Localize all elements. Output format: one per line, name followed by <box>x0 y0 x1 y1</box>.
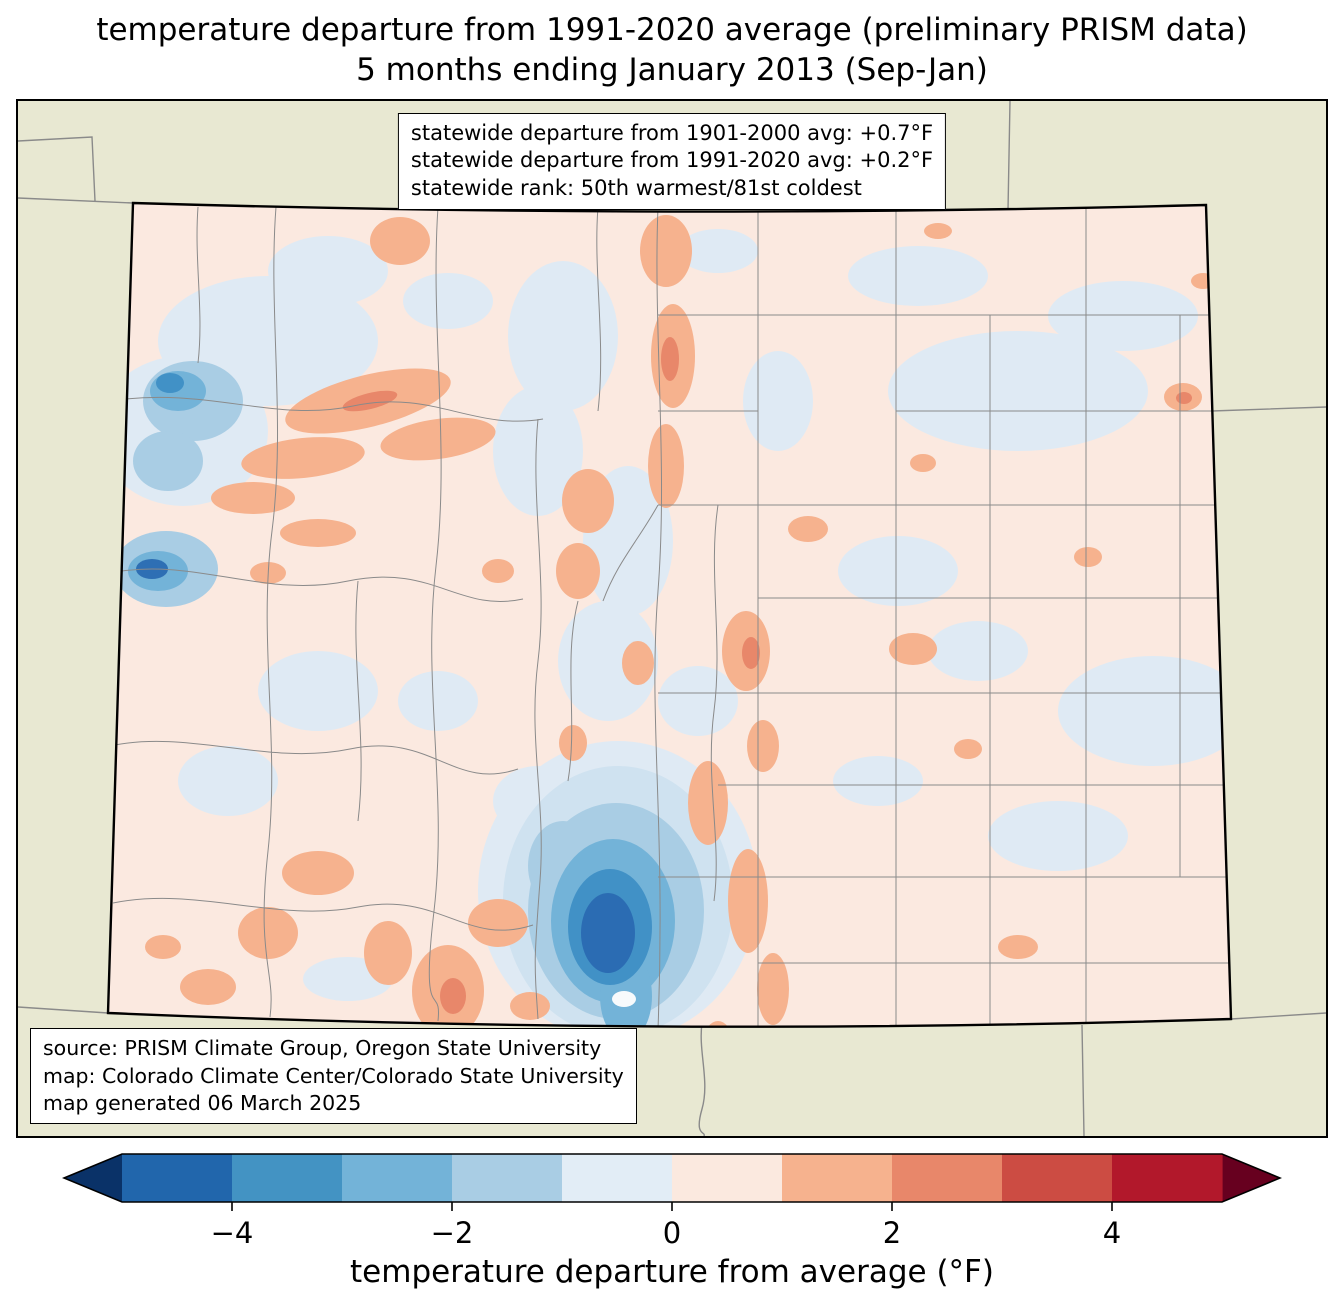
temperature-anomaly-regions <box>108 214 1231 1027</box>
colorbar-tick-label: 4 <box>1103 1216 1121 1248</box>
figure-title: temperature departure from 1991-2020 ave… <box>0 0 1344 91</box>
source-line-2: map: Colorado Climate Center/Colorado St… <box>43 1063 624 1088</box>
stats-line-3: statewide rank: 50th warmest/81st coldes… <box>410 176 862 201</box>
colorbar-segment <box>782 1153 893 1202</box>
stats-line-1: statewide departure from 1901-2000 avg: … <box>410 120 934 145</box>
neighbor-state-boundaries <box>18 100 1326 1136</box>
map-panel: statewide departure from 1901-2000 avg: … <box>16 98 1328 1138</box>
colorbar-over-arrow <box>1222 1153 1280 1202</box>
colorbar-tick-label: −2 <box>431 1216 474 1248</box>
colorbar-outline <box>61 1152 1283 1203</box>
stats-line-2: statewide departure from 1991-2020 avg: … <box>410 148 934 173</box>
colorado-map <box>18 100 1326 1136</box>
colorbar-segment <box>342 1153 453 1202</box>
colorbar-segment <box>1002 1153 1113 1202</box>
colorbar-segment <box>232 1153 343 1202</box>
colorbar-under-arrow <box>64 1153 122 1202</box>
title-line-1: temperature departure from 1991-2020 ave… <box>96 12 1248 48</box>
source-line-3: map generated 06 March 2025 <box>43 1090 362 1115</box>
colorbar-segment <box>562 1153 673 1202</box>
colorbar-axis-label: temperature departure from average (°F) <box>350 1253 994 1290</box>
colorbar-segment <box>1112 1153 1223 1202</box>
colorbar-slot: −4 −2 0 2 4 <box>61 1148 1283 1252</box>
colorbar-tick-label: −4 <box>211 1216 254 1248</box>
colorbar-segment <box>452 1153 563 1202</box>
colorado-state-outline <box>106 201 1233 1028</box>
source-attribution-box: source: PRISM Climate Group, Oregon Stat… <box>30 1028 637 1124</box>
colorbar-area: −4 −2 0 2 4 temperature departure from avera… <box>61 1148 1283 1290</box>
colorbar-segment <box>892 1153 1003 1202</box>
colorbar: −4 −2 0 2 4 <box>61 1152 1283 1250</box>
colorbar-segment <box>122 1153 233 1202</box>
colorbar-tick-label: 0 <box>663 1216 681 1248</box>
colorbar-tick-label: 2 <box>883 1216 901 1248</box>
cold-anomaly-cores-northwest <box>114 360 243 607</box>
title-line-2: 5 months ending January 2013 (Sep-Jan) <box>356 52 988 89</box>
colorbar-segment <box>672 1153 783 1202</box>
source-line-1: source: PRISM Climate Group, Oregon Stat… <box>43 1036 602 1061</box>
county-boundaries <box>109 206 1230 1027</box>
statewide-stats-box: statewide departure from 1901-2000 avg: … <box>397 112 947 210</box>
